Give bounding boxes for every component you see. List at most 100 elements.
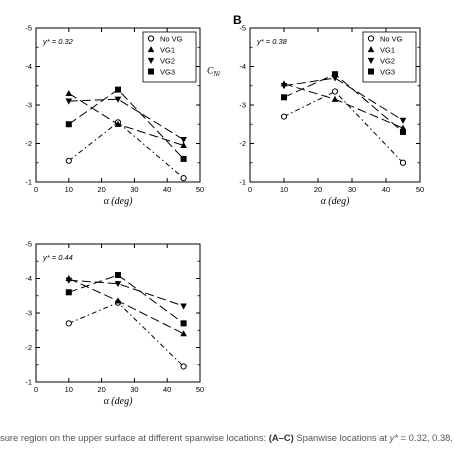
- x-tick-label: 40: [163, 385, 171, 394]
- y-tick-label: -1: [25, 178, 32, 187]
- data-point: [281, 94, 287, 101]
- legend-entry: VG3: [380, 68, 395, 77]
- data-point: [115, 272, 121, 279]
- x-tick-label: 20: [97, 385, 105, 394]
- data-point: [114, 120, 122, 127]
- x-tick-label: 40: [382, 185, 390, 194]
- caption-variable: y*: [389, 432, 398, 443]
- y-axis-label: CNi: [207, 66, 220, 78]
- series-line-4: [68, 274, 184, 324]
- data-point: [65, 98, 73, 105]
- legend-entry: VG1: [160, 46, 175, 55]
- series-line-1: [283, 90, 404, 164]
- x-tick-label: 50: [416, 185, 424, 194]
- data-point: [180, 141, 187, 149]
- y-tick-label: -4: [239, 62, 246, 71]
- data-point: [280, 113, 288, 120]
- x-tick-label: 10: [280, 185, 288, 194]
- annotation: y* = 0.32: [42, 37, 74, 46]
- x-axis-label: α (deg): [104, 396, 134, 407]
- x-axis-label: α (deg): [104, 196, 134, 207]
- y-tick-label: -4: [25, 274, 32, 283]
- data-point: [65, 157, 72, 164]
- data-point: [114, 297, 122, 304]
- data-point: [400, 128, 406, 135]
- legend-entry: VG3: [160, 68, 175, 77]
- x-tick-label: 20: [314, 185, 322, 194]
- series-line-1: [68, 302, 184, 367]
- data-point: [331, 88, 339, 95]
- data-point: [65, 320, 72, 327]
- x-tick-label: 0: [248, 185, 252, 194]
- y-tick-label: -2: [239, 139, 246, 148]
- x-axis-label: α (deg): [321, 196, 351, 207]
- y-tick-label: -2: [25, 139, 32, 148]
- caption-tail: = 0.32, 0.38,: [397, 432, 453, 443]
- legend-entry: No VG: [160, 35, 183, 44]
- data-point: [65, 89, 73, 97]
- annotation: y* = 0.38: [256, 37, 288, 46]
- x-tick-label: 0: [34, 385, 38, 394]
- annotation: y* = 0.44: [42, 253, 73, 262]
- legend-marker: [148, 68, 154, 75]
- caption-text: sure region on the upper surface at diff…: [0, 432, 269, 443]
- data-point: [180, 137, 187, 144]
- legend-marker: [147, 57, 155, 64]
- legend-marker: [367, 57, 375, 64]
- data-point: [180, 363, 187, 370]
- panel-label: B: [233, 13, 242, 27]
- legend-marker: [147, 46, 155, 53]
- x-tick-label: 10: [65, 385, 73, 394]
- legend-entry: VG2: [160, 57, 175, 66]
- data-point: [180, 155, 187, 162]
- y-tick-label: -3: [25, 101, 32, 110]
- x-tick-label: 50: [196, 385, 204, 394]
- y-tick-label: -1: [25, 378, 32, 387]
- x-tick-label: 30: [348, 185, 356, 194]
- figure-caption: sure region on the upper surface at diff…: [0, 426, 474, 450]
- y-tick-label: -4: [25, 62, 32, 71]
- data-point: [115, 86, 121, 93]
- series-line-1: [68, 121, 184, 179]
- y-tick-label: -1: [239, 178, 246, 187]
- x-tick-label: 0: [34, 185, 38, 194]
- y-tick-label: -3: [25, 309, 32, 318]
- data-point: [114, 281, 122, 288]
- caption-text-2: Spanwise locations at: [293, 432, 390, 443]
- data-point: [332, 71, 338, 78]
- data-point: [65, 121, 72, 128]
- chart-panel-3: 0 10 20 30 40 50 -1 -2 -3 -4 -5 α (deg) y* = 0.44: [25, 240, 204, 407]
- y-axis-label-sub: Ni: [212, 70, 220, 78]
- data-point: [399, 159, 407, 166]
- y-tick-label: -5: [25, 240, 32, 249]
- data-point: [114, 96, 122, 103]
- y-tick-label: -3: [239, 101, 246, 110]
- legend-entry: No VG: [380, 35, 403, 44]
- x-tick-label: 40: [163, 185, 171, 194]
- series-line-3: [68, 279, 184, 307]
- chart-panel-1: 0 10 20 30 40 50 -1 -2 -3 -4 -5 α (deg) y* = 0.32 No …: [25, 24, 204, 207]
- y-tick-label: -5: [25, 24, 32, 33]
- legend-marker: [368, 68, 374, 75]
- data-point: [180, 303, 187, 310]
- legend-marker: [367, 46, 375, 53]
- legend-entry: VG2: [380, 57, 395, 66]
- y-tick-label: -5: [239, 24, 246, 33]
- series-line-2: [68, 93, 184, 146]
- legend-entry: VG1: [380, 46, 395, 55]
- series-line-3: [283, 77, 404, 121]
- series-line-3: [68, 98, 184, 141]
- x-tick-label: 30: [130, 185, 138, 194]
- legend-marker: [367, 35, 375, 42]
- plot-frame: [35, 243, 201, 383]
- data-point: [399, 117, 407, 124]
- data-point: [65, 289, 72, 296]
- data-point: [180, 330, 187, 337]
- chart-panel-2: 0 10 20 30 40 50 -1 -2 -3 -4 -5 α (deg) CNi By* = 0.3…: [207, 13, 424, 207]
- x-tick-label: 10: [65, 185, 73, 194]
- data-point: [331, 95, 339, 102]
- x-tick-label: 20: [97, 185, 105, 194]
- y-tick-label: -2: [25, 343, 32, 352]
- series-line-2: [283, 83, 404, 129]
